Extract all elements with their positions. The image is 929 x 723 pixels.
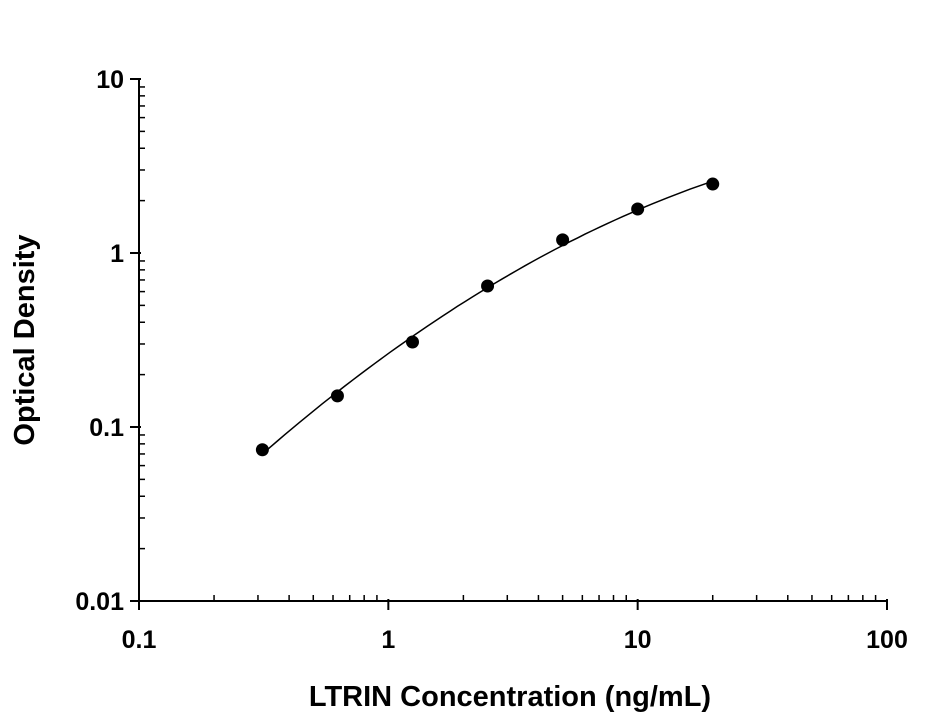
data-point (631, 202, 645, 216)
data-point (706, 177, 720, 191)
data-point (255, 443, 269, 457)
y-tick-label: 1 (110, 240, 124, 268)
x-tick-label: 10 (624, 626, 652, 654)
x-tick-label: 0.1 (122, 626, 157, 654)
x-axis-label: LTRIN Concentration (ng/mL) (309, 681, 711, 713)
axes: 0.1 1 10 100 0.01 0.1 1 10 (75, 66, 908, 654)
x-tick-label: 1 (381, 626, 395, 654)
y-axis-label: Optical Density (9, 234, 41, 445)
y-tick-label: 10 (96, 66, 124, 94)
y-tick-label: 0.01 (75, 588, 124, 616)
data-point (481, 279, 495, 293)
data-point (405, 335, 419, 349)
data-marks (255, 177, 720, 457)
fit-curve (261, 180, 713, 455)
x-tick-label: 100 (866, 626, 908, 654)
y-tick-label: 0.1 (89, 414, 124, 442)
data-point (330, 389, 344, 403)
data-point (556, 233, 570, 247)
